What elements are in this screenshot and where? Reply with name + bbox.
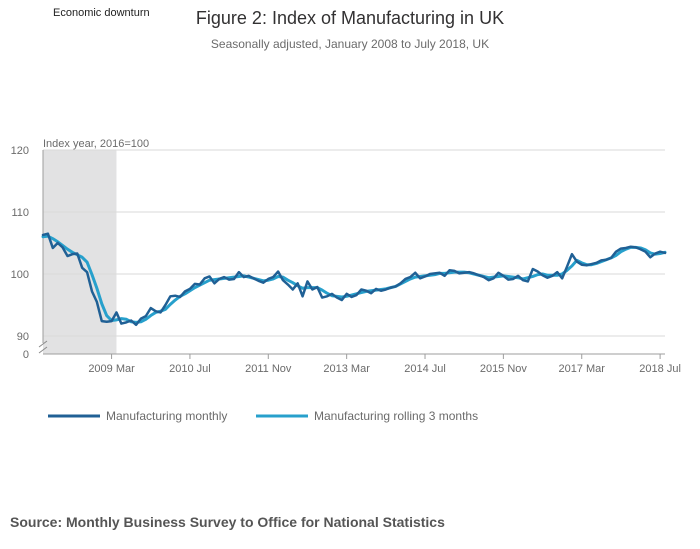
series-line-manufacturing-monthly	[41, 232, 667, 327]
x-tick-label: 2018 Jul	[639, 363, 681, 375]
x-axis-ticks: 2009 Mar 2010 Jul 2011 Nov 2013 Mar 2014 Jul…	[88, 354, 681, 375]
chart-title: Figure 2: Index of Manufacturing in UK	[196, 8, 504, 28]
y-tick-label: 120	[11, 145, 29, 157]
gridlines	[43, 149, 665, 337]
y-tick-label: 110	[11, 207, 29, 219]
y-tick-label: 0	[23, 349, 29, 361]
x-tick-label: 2014 Jul	[404, 363, 446, 375]
x-tick-label: 2009 Mar	[88, 363, 135, 375]
economic-downturn-shade	[43, 150, 117, 354]
economic-downturn-label: Economic downturn	[53, 7, 150, 19]
y-tick-label: 100	[11, 269, 29, 281]
source-note: Source: Monthly Business Survey to Offic…	[10, 514, 445, 530]
legend: Manufacturing monthly Manufacturing roll…	[48, 409, 478, 423]
legend-label-manufacturing-rolling: Manufacturing rolling 3 months	[314, 409, 478, 423]
y-axis-ticks: 0 90 100 110 120	[11, 145, 29, 361]
x-tick-label: 2010 Jul	[169, 363, 211, 375]
chart-subtitle: Seasonally adjusted, January 2008 to Jul…	[211, 37, 489, 51]
y-axis-label: Index year, 2016=100	[43, 138, 149, 150]
x-tick-label: 2015 Nov	[480, 363, 528, 375]
x-tick-label: 2017 Mar	[558, 363, 605, 375]
x-tick-label: 2011 Nov	[245, 363, 292, 375]
legend-label-manufacturing-monthly: Manufacturing monthly	[106, 409, 227, 423]
y-tick-label: 90	[17, 331, 29, 343]
series-line-manufacturing-rolling	[41, 234, 667, 324]
x-tick-label: 2013 Mar	[323, 363, 370, 375]
axis-break-marker	[38, 340, 48, 354]
